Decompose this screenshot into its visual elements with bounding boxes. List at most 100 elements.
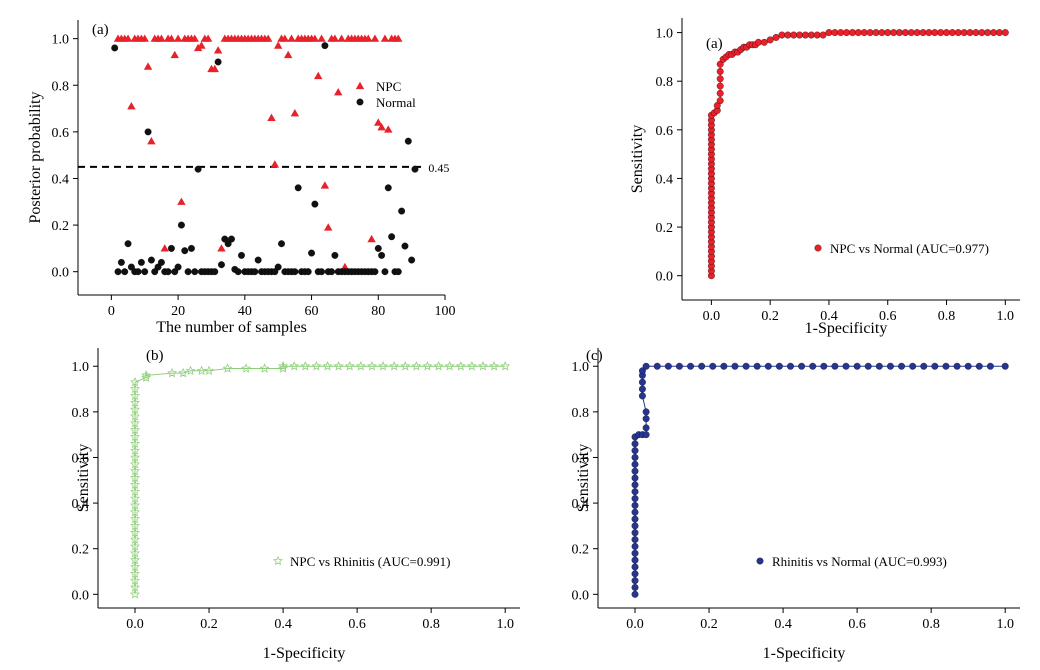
roc-point xyxy=(913,29,921,37)
roc-point xyxy=(890,29,898,37)
roc-point xyxy=(378,361,389,371)
x-tick-label: 0.0 xyxy=(703,309,721,324)
y-tick-label: 1.0 xyxy=(572,360,590,375)
npc-point xyxy=(364,34,373,42)
y-tick-label: 1.0 xyxy=(656,27,674,42)
npc-point xyxy=(140,34,149,42)
normal-point xyxy=(214,58,222,66)
legend-marker xyxy=(356,98,364,106)
roc-point xyxy=(642,424,650,432)
roc-point xyxy=(978,29,986,37)
roc-point xyxy=(141,370,152,380)
normal-point xyxy=(151,268,159,276)
roc-point xyxy=(631,447,639,455)
x-tick-label: 0.2 xyxy=(200,617,218,632)
x-tick-label: 0.8 xyxy=(922,617,940,632)
roc-point xyxy=(130,527,140,537)
npc-point xyxy=(384,125,393,133)
normal-point xyxy=(238,251,245,259)
chart-svg-roc-a: 0.0 0.2 0.4 0.6 0.8 1.0 0.0 0.2 0.4 0.6 0.8 1.0 1-Sp… xyxy=(629,18,1020,337)
y-axis-label: Sensitivity xyxy=(575,444,592,512)
npc-point xyxy=(173,34,183,42)
roc-point xyxy=(638,378,646,386)
roc-point xyxy=(884,29,892,37)
roc-point xyxy=(754,38,762,46)
roc-point xyxy=(130,404,140,414)
normal-point xyxy=(308,249,315,257)
npc-point xyxy=(367,234,376,243)
roc-point xyxy=(909,362,917,370)
roc-point xyxy=(631,474,639,482)
roc-point xyxy=(631,508,639,516)
y-tick-label: 0.6 xyxy=(72,451,90,466)
roc-point xyxy=(784,31,792,39)
chart-0-group: 0.0 0.2 0.4 0.6 0.8 1.0 0 20 40 60 80 100 The number… xyxy=(27,20,456,336)
npc-point xyxy=(334,88,343,96)
roc-point xyxy=(411,361,422,371)
roc-point xyxy=(130,561,140,572)
roc-point xyxy=(964,362,972,370)
chart-2-group: 0.0 0.2 0.4 0.6 0.8 1.0 0.0 0.2 0.4 0.6 0.8 1.0 1-Sp… xyxy=(72,348,520,662)
roc-point xyxy=(975,362,983,370)
normal-point xyxy=(388,233,396,241)
normal-point xyxy=(271,268,279,276)
npc-point xyxy=(270,160,280,168)
roc-point xyxy=(130,411,140,421)
roc-point xyxy=(837,29,845,37)
roc-point xyxy=(831,29,839,37)
npc-point xyxy=(203,34,213,42)
legend-label: NPC xyxy=(376,79,401,94)
normal-point xyxy=(228,235,235,243)
npc-point xyxy=(377,123,386,131)
roc-point xyxy=(178,367,189,378)
roc-point xyxy=(901,29,909,37)
roc-point xyxy=(222,363,233,373)
roc-point xyxy=(642,415,650,423)
y-tick-label: 0.8 xyxy=(656,75,674,90)
panel-label: (a) xyxy=(92,22,109,38)
chart-roc-npc-rhinitis: 0.0 0.2 0.4 0.6 0.8 1.0 0.0 0.2 0.4 0.6 0.8 1.0 1-Sp… xyxy=(60,338,520,665)
roc-point xyxy=(842,362,850,370)
y-tick-label: 0.0 xyxy=(52,266,70,281)
y-tick-label: 0.4 xyxy=(52,172,70,187)
roc-point xyxy=(731,362,739,370)
roc-point xyxy=(631,549,639,557)
npc-point xyxy=(337,34,346,42)
roc-point xyxy=(631,501,639,509)
roc-point xyxy=(631,584,639,591)
x-tick-label: 0.4 xyxy=(274,617,292,632)
x-tick-label: 0.6 xyxy=(348,617,366,632)
normal-point xyxy=(394,268,402,276)
threshold-label: 0.45 xyxy=(428,161,449,175)
npc-point xyxy=(263,34,273,42)
npc-point xyxy=(290,109,300,117)
npc-point xyxy=(127,102,136,110)
roc-point xyxy=(130,418,140,428)
x-tick-label: 0.6 xyxy=(879,309,897,324)
roc-point xyxy=(801,31,809,39)
legend-marker xyxy=(814,244,822,252)
roc-point xyxy=(130,390,140,401)
normal-point xyxy=(171,268,179,276)
npc-point xyxy=(177,197,186,205)
normal-point xyxy=(184,268,192,276)
roc-point xyxy=(167,367,178,378)
npc-point xyxy=(143,62,153,70)
normal-point xyxy=(218,261,225,269)
roc-point xyxy=(753,362,761,370)
npc-point xyxy=(280,34,290,42)
legend-label: Rhinitis vs Normal (AUC=0.993) xyxy=(772,554,947,569)
normal-point xyxy=(378,251,386,259)
chart-svg-roc-c: 0.0 0.2 0.4 0.6 0.8 1.0 0.0 0.2 0.4 0.6 0.8 1.0 1-Sp… xyxy=(572,348,1020,662)
npc-point xyxy=(160,244,169,252)
roc-point xyxy=(500,361,511,371)
normal-point xyxy=(278,240,285,248)
roc-point xyxy=(631,570,639,578)
roc-point xyxy=(130,452,140,462)
chart-roc-npc-normal: 0.0 0.2 0.4 0.6 0.8 1.0 0.0 0.2 0.4 0.6 0.8 1.0 1-Sp… xyxy=(600,0,1040,340)
x-axis-label: The number of samples xyxy=(156,319,307,336)
chart-1-group: 0.0 0.2 0.4 0.6 0.8 1.0 0.0 0.2 0.4 0.6 0.8 1.0 1-Sp… xyxy=(629,18,1020,337)
roc-point xyxy=(631,440,639,448)
roc-point xyxy=(853,362,861,370)
roc-point xyxy=(631,536,639,544)
